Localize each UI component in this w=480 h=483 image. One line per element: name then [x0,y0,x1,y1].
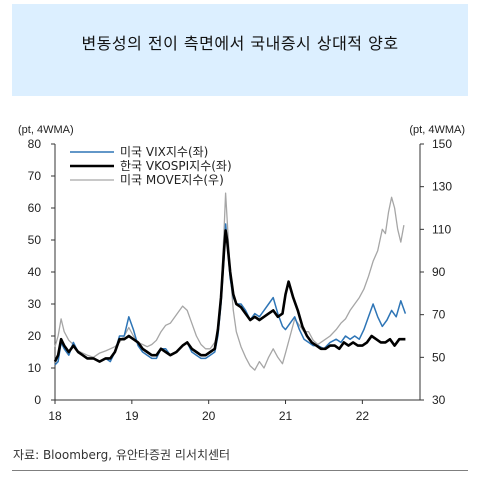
chart-axes: (pt, 4WMA) (pt, 4WMA) 0 10 20 30 40 50 60 70 80 30 5… [18,124,465,423]
x-tick-label: 18 [48,409,62,423]
x-tick-label: 22 [356,409,370,423]
right-tick-label: 70 [432,308,446,322]
chart: (pt, 4WMA) (pt, 4WMA) 0 10 20 30 40 50 60 70 80 30 5… [18,124,465,423]
x-tick-label: 20 [202,409,216,423]
series-line-1 [53,229,406,363]
left-tick-label: 20 [28,329,42,343]
legend-label-2: 미국 MOVE지수(우) [120,173,224,187]
left-tick-label: 70 [28,169,42,183]
legend-label-0: 미국 VIX지수(좌) [120,145,208,159]
legend-label-1: 한국 VKOSPI지수(좌) [120,159,232,173]
left-tick-label: 0 [34,393,41,407]
source-note: 자료: Bloomberg, 유안타증권 리서치센터 [13,448,231,462]
left-tick-label: 10 [28,361,42,375]
left-tick-label: 50 [28,233,42,247]
left-tick-label: 80 [28,137,42,151]
right-tick-label: 150 [432,137,452,151]
left-tick-label: 30 [28,297,42,311]
right-tick-label: 90 [432,265,446,279]
title-band: 변동성의 전이 측면에서 국내증시 상대적 양호 [12,4,468,96]
left-tick-label: 60 [28,201,42,215]
right-tick-label: 110 [432,222,451,236]
left-tick-label: 40 [28,265,42,279]
left-axis-unit: (pt, 4WMA) [18,124,74,136]
bottom-divider [12,470,468,471]
x-tick-label: 19 [125,409,139,423]
x-tick-label: 21 [279,409,293,423]
right-tick-label: 130 [432,180,452,194]
chart-legend: 미국 VIX지수(좌)한국 VKOSPI지수(좌)미국 MOVE지수(우) [70,145,232,187]
chart-title: 변동성의 전이 측면에서 국내증시 상대적 양호 [81,34,399,53]
right-tick-label: 50 [432,350,446,364]
right-tick-label: 30 [432,393,446,407]
right-axis-unit: (pt, 4WMA) [409,124,465,136]
chart-series [53,192,407,371]
